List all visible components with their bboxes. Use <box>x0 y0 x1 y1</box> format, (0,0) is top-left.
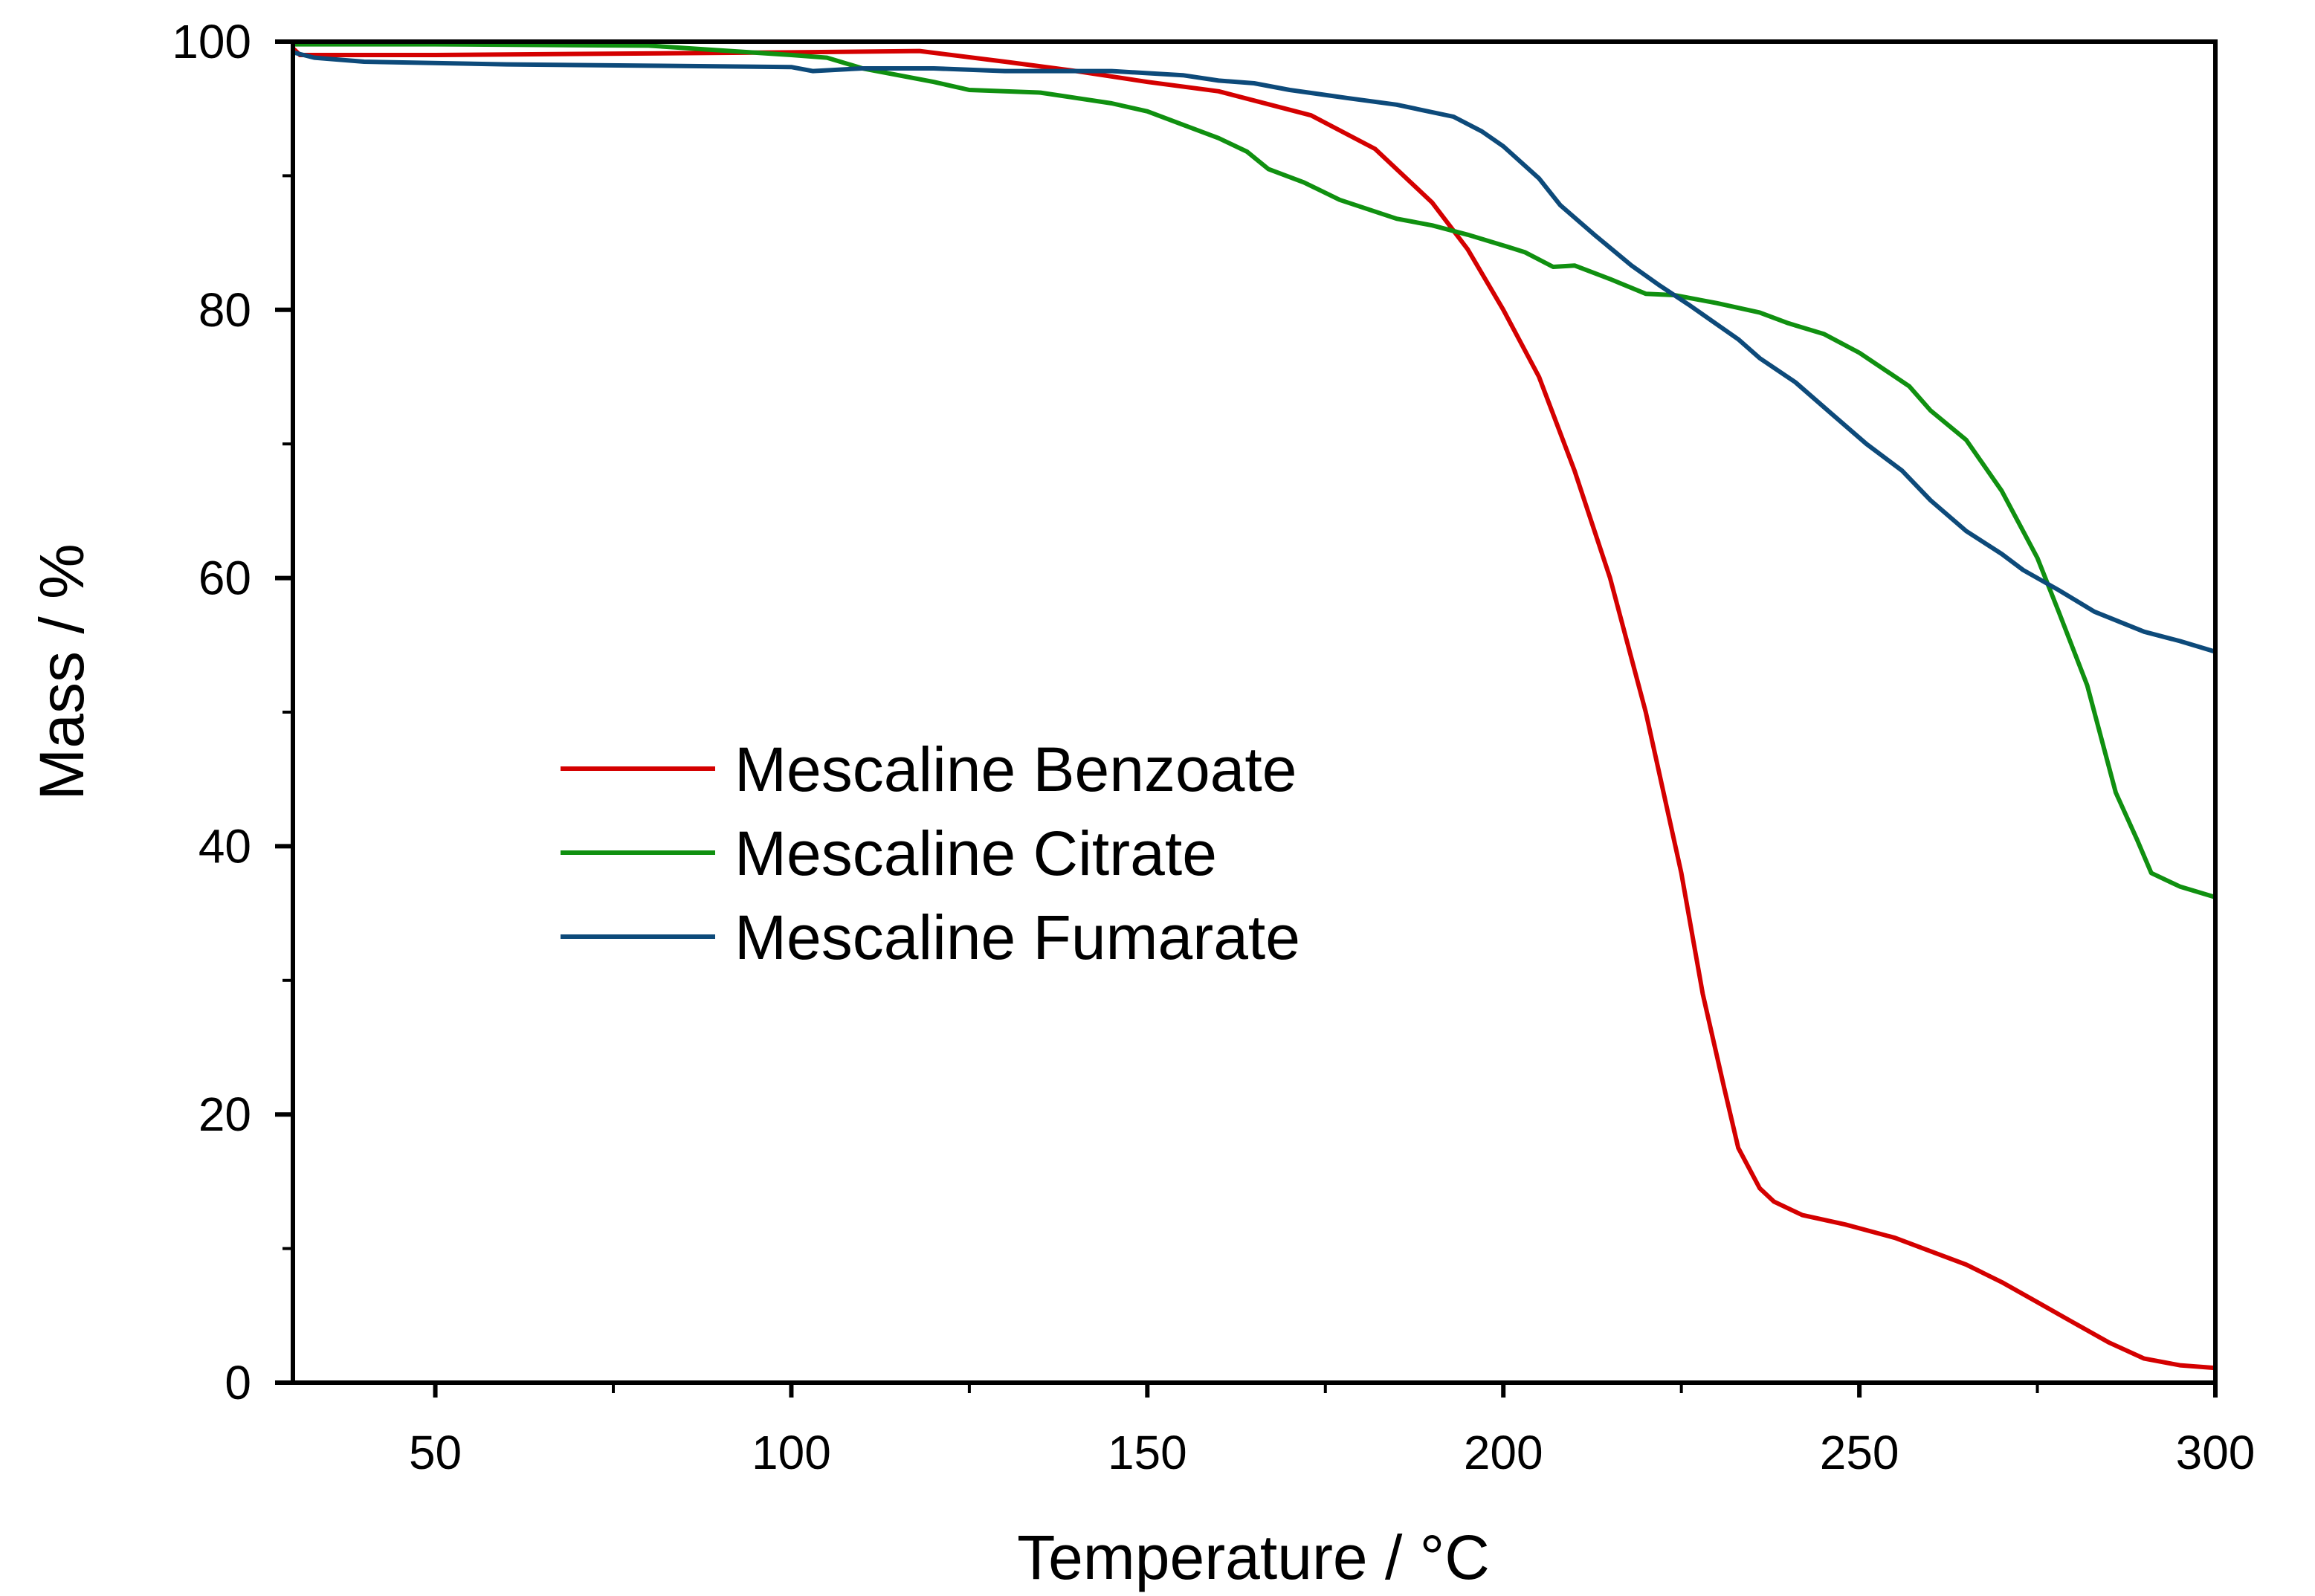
x-tick-label: 150 <box>1108 1426 1187 1479</box>
y-tick-label: 0 <box>225 1356 251 1409</box>
y-tick-label: 60 <box>198 552 251 605</box>
plot-frame <box>291 39 2218 1385</box>
x-tick-label: 50 <box>409 1426 462 1479</box>
y-axis-label: Mass / % <box>27 543 97 800</box>
x-tick-label: 200 <box>1464 1426 1543 1479</box>
x-tick-label: 250 <box>1820 1426 1899 1479</box>
y-tick-label: 40 <box>198 819 251 873</box>
legend-label-1: Mescaline Citrate <box>734 818 1217 888</box>
y-tick-label: 80 <box>198 283 251 337</box>
y-tick-label: 20 <box>198 1088 251 1141</box>
series-line-1 <box>293 42 2216 899</box>
x-tick-label: 300 <box>2176 1426 2256 1479</box>
legend-label-0: Mescaline Benzoate <box>734 734 1297 804</box>
x-tick-label: 100 <box>752 1426 831 1479</box>
y-tick-label: 100 <box>172 15 251 68</box>
series-line-2 <box>292 50 2216 654</box>
legend: Mescaline Benzoate Mescaline Citrate Mesca… <box>561 734 1300 972</box>
x-axis-label: Temperature / °C <box>1017 1522 1490 1592</box>
ticks-layer: 50 100 150 200 250 300 0 20 40 60 80 100 <box>172 15 2255 1479</box>
series-line-0 <box>291 46 2216 1371</box>
legend-label-2: Mescaline Fumarate <box>734 902 1300 972</box>
series-layer <box>291 42 2216 1371</box>
